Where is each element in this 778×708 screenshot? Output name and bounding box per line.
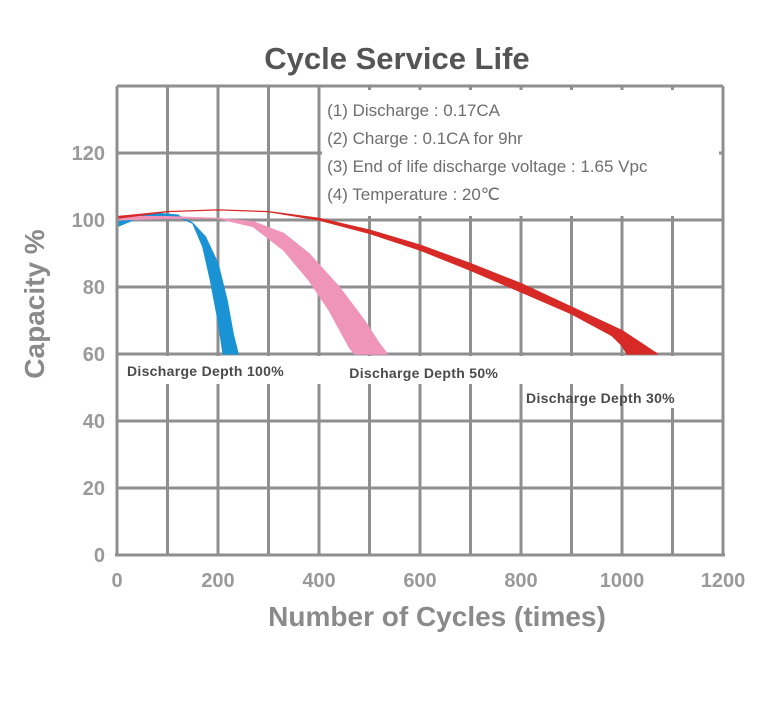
test-conditions: (1) Discharge : 0.17CA (2) Charge : 0.1CA…: [327, 101, 648, 204]
label-mask-row2: [624, 382, 723, 408]
x-tick-600: 600: [403, 570, 436, 592]
y-tick-20: 20: [83, 478, 105, 500]
tick-labels: 0 200 400 600 800 1000 1200 0 20 40 60 80 100 120: [72, 143, 746, 592]
condition-1: (1) Discharge : 0.17CA: [327, 101, 501, 120]
series-labels: Discharge Depth 100% Discharge Depth 50% D…: [127, 363, 675, 406]
y-tick-120: 120: [72, 143, 105, 165]
series-label-1: Discharge Depth 100%: [127, 363, 284, 379]
y-tick-0: 0: [94, 545, 105, 567]
y-tick-40: 40: [83, 411, 105, 433]
x-axis-label: Number of Cycles (times): [268, 601, 606, 632]
x-tick-800: 800: [504, 570, 537, 592]
series-band-2: [116, 216, 388, 355]
y-tick-80: 80: [83, 277, 105, 299]
x-tick-400: 400: [302, 570, 335, 592]
series-group: [116, 209, 658, 355]
label-mask-row1: [120, 356, 722, 384]
label-masks: [120, 90, 723, 408]
condition-4: (4) Temperature : 20℃: [327, 185, 500, 204]
series-label-2: Discharge Depth 50%: [349, 365, 498, 381]
series-band-1: [116, 212, 239, 355]
x-tick-1200: 1200: [701, 570, 746, 592]
y-tick-100: 100: [72, 210, 105, 232]
y-tick-60: 60: [83, 344, 105, 366]
x-tick-0: 0: [111, 570, 122, 592]
condition-2: (2) Charge : 0.1CA for 9hr: [327, 129, 523, 148]
x-tick-1000: 1000: [600, 570, 645, 592]
notes-mask: [322, 90, 719, 216]
chart-title: Cycle Service Life: [264, 41, 529, 76]
condition-3: (3) End of life discharge voltage : 1.65…: [327, 157, 648, 176]
series-label-3: Discharge Depth 30%: [526, 390, 675, 406]
x-tick-200: 200: [201, 570, 234, 592]
axes: [115, 84, 725, 557]
series-band-3: [116, 209, 658, 355]
y-axis-label: Capacity %: [19, 229, 50, 378]
